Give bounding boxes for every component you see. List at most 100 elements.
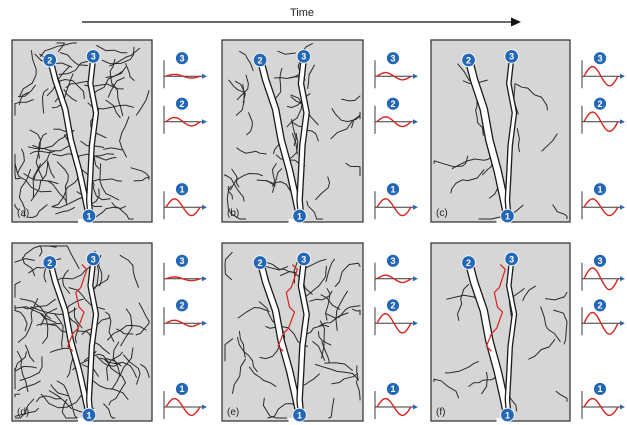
node-2 xyxy=(252,255,268,270)
panel-b: 1 2 3 (b) 3 2 1 xyxy=(221,39,418,224)
crack-branch xyxy=(14,393,21,398)
crack-branch xyxy=(17,380,41,392)
node-1-label: 1 xyxy=(505,410,510,420)
crack-branch xyxy=(19,91,30,105)
crack-branch xyxy=(304,258,327,269)
node-3-label: 3 xyxy=(91,254,96,264)
crack-branch xyxy=(516,128,520,153)
main-channel-right-core xyxy=(87,56,98,219)
panel-e: 1 2 3 (e) 3 2 1 xyxy=(221,242,418,423)
crack-branch xyxy=(230,172,263,191)
crack-branch xyxy=(258,301,286,339)
crack-branch xyxy=(17,148,25,175)
waveform-2: 2 xyxy=(581,96,625,134)
crack-branch xyxy=(47,245,80,270)
wave-line xyxy=(165,116,201,127)
crack-branch xyxy=(553,309,568,345)
crack-branch xyxy=(119,116,130,158)
crack-branch xyxy=(47,180,68,206)
wave-axis-arrow xyxy=(202,404,207,410)
crack-branch xyxy=(91,153,115,157)
panel-label: (c) xyxy=(436,208,448,219)
wave-axis-arrow xyxy=(413,320,418,326)
panel-label: (a) xyxy=(17,208,29,219)
node-1-label: 1 xyxy=(86,211,91,221)
crack-branch xyxy=(312,341,326,361)
crack-branch xyxy=(90,178,122,183)
node-2 xyxy=(252,52,268,68)
crack-branch xyxy=(99,163,120,201)
crack-branch xyxy=(468,375,498,387)
crack-branch xyxy=(18,50,37,98)
crack-branch xyxy=(14,203,19,211)
crack-branch xyxy=(62,269,71,294)
crack-branch xyxy=(116,328,134,335)
crack-branch xyxy=(125,63,135,81)
main-channel-right-core xyxy=(87,259,98,418)
wave-axis-arrow xyxy=(620,404,625,410)
wave-node-label: 3 xyxy=(597,53,602,63)
wave-node-badge xyxy=(386,253,400,268)
crack-branch xyxy=(135,90,150,116)
crack-branch xyxy=(262,397,287,419)
crack-branch xyxy=(14,407,39,417)
crack-branch xyxy=(17,298,39,343)
crack-branch xyxy=(29,145,70,155)
crack-branch xyxy=(552,204,568,219)
crack-branch xyxy=(234,80,246,104)
wave-line xyxy=(583,65,619,87)
crack-branch xyxy=(237,306,270,319)
node-2 xyxy=(42,255,58,270)
wave-axis-arrow xyxy=(620,204,625,210)
crack-branch xyxy=(89,70,124,98)
crack-branch xyxy=(91,379,129,400)
wave-node-badge xyxy=(175,382,189,396)
wave-node-badge xyxy=(386,182,400,197)
crack-branch xyxy=(40,42,77,57)
crack-branch xyxy=(30,306,77,316)
preferential-flow-path xyxy=(277,263,298,352)
crack-branch xyxy=(286,94,303,128)
wave-node-label: 2 xyxy=(390,99,395,109)
node-2 xyxy=(461,255,476,270)
crack-branch xyxy=(314,364,359,381)
crack-branch xyxy=(40,313,49,344)
outlet-notch xyxy=(496,219,505,224)
crack-branch xyxy=(246,112,253,136)
wave-axis-arrow xyxy=(620,320,625,326)
main-channel-right-core xyxy=(505,56,516,218)
crack-branch xyxy=(450,169,485,194)
crack-branch xyxy=(61,398,78,419)
main-channel-left-core xyxy=(257,258,303,419)
crack-branch xyxy=(236,337,258,373)
wave-line xyxy=(165,73,201,79)
crack-branch xyxy=(51,167,80,208)
crack-branch xyxy=(475,98,484,136)
crack-branch xyxy=(324,362,353,371)
crack-branch xyxy=(272,168,283,187)
crack-branch xyxy=(239,50,254,72)
wave-node-label: 3 xyxy=(179,53,184,63)
wave-line xyxy=(376,116,412,128)
crack-branch xyxy=(528,338,556,360)
wave-axis-arrow xyxy=(202,320,207,326)
node-1-label: 1 xyxy=(505,211,510,221)
crack-branch xyxy=(227,186,233,200)
crack-branch xyxy=(14,365,37,373)
wave-node-badge xyxy=(175,51,189,66)
waveform-1: 1 xyxy=(163,182,207,220)
main-channel-right-core xyxy=(505,259,516,418)
wave-node-label: 3 xyxy=(597,256,602,266)
crack-branch xyxy=(292,133,298,155)
crack-branch xyxy=(540,306,561,343)
wave-axis-arrow xyxy=(202,276,207,282)
node-3 xyxy=(85,49,101,64)
crack-branch xyxy=(18,84,36,97)
crack-branch xyxy=(112,83,124,117)
crack-branch xyxy=(302,324,330,337)
crack-branch xyxy=(56,42,66,53)
wave-line xyxy=(165,276,201,282)
crack-branch xyxy=(481,371,488,395)
node-3 xyxy=(504,49,519,64)
